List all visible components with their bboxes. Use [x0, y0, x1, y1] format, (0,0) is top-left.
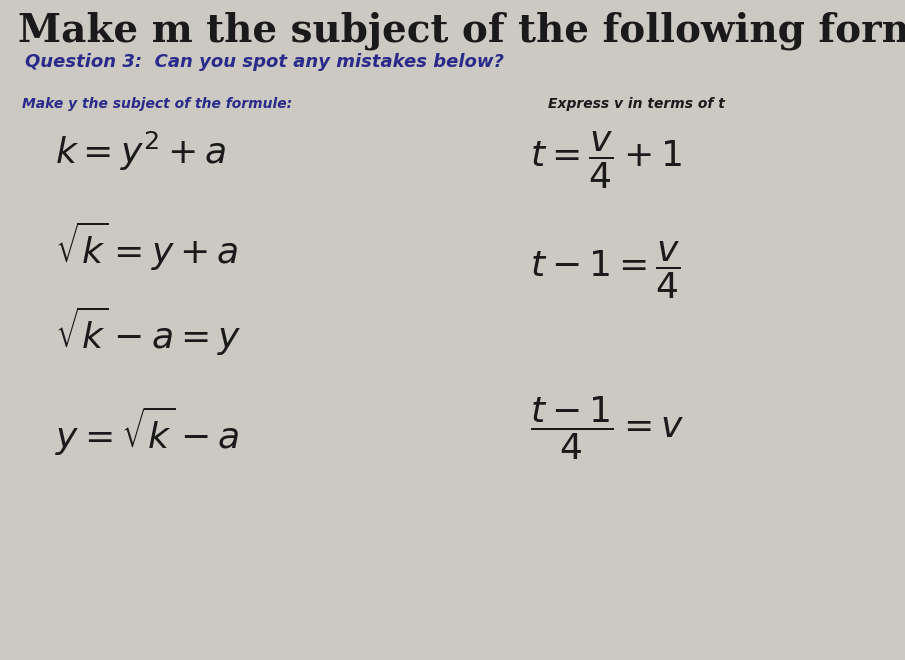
Text: $y = \sqrt{k} - a$: $y = \sqrt{k} - a$ — [55, 405, 240, 458]
Text: $k = y^2 + a$: $k = y^2 + a$ — [55, 130, 226, 173]
Text: Question 3:  Can you spot any mistakes below?: Question 3: Can you spot any mistakes be… — [25, 53, 504, 71]
Text: $t - 1 = \dfrac{v}{4}$: $t - 1 = \dfrac{v}{4}$ — [530, 240, 681, 301]
Text: $\sqrt{k} = y + a$: $\sqrt{k} = y + a$ — [55, 220, 239, 273]
Text: Express v in terms of t: Express v in terms of t — [548, 97, 725, 111]
Text: Make m the subject of the following formulae: Make m the subject of the following form… — [18, 12, 905, 51]
Text: Make y the subject of the formule:: Make y the subject of the formule: — [22, 97, 292, 111]
Text: $\sqrt{k} - a = y$: $\sqrt{k} - a = y$ — [55, 305, 242, 358]
Text: $t = \dfrac{v}{4} + 1$: $t = \dfrac{v}{4} + 1$ — [530, 130, 682, 191]
Text: $\dfrac{t-1}{4} = v$: $\dfrac{t-1}{4} = v$ — [530, 395, 684, 462]
